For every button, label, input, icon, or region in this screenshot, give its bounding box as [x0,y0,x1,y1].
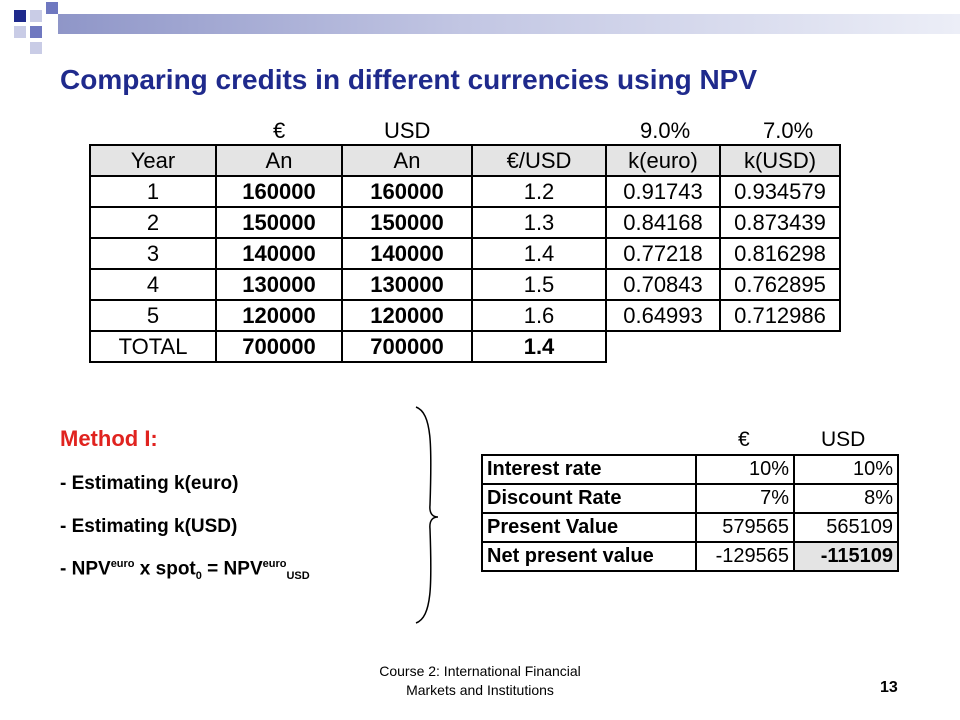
subscript: 0 [195,570,202,583]
table-cell: 4 [89,268,217,301]
table-cell: 1 [89,175,217,208]
table-cell: 8% [793,483,899,514]
table-cell: 2 [89,206,217,239]
empty-cell [606,331,720,362]
page-title: Comparing credits in different currencie… [60,64,758,95]
table-cell: 160000 [341,175,473,208]
table-cell: 1.2 [471,175,607,208]
method-step-1: - Estimating k(euro) [60,473,239,494]
table-cell: 140000 [341,237,473,270]
decor-square [30,42,42,54]
table-header-row: Year An An €/USD k(euro) k(USD) [89,144,841,177]
table-cell: 0.91743 [605,175,721,208]
table-cell: 5 [89,299,217,332]
table-cell: 0.873439 [719,206,841,239]
table-cell: 700000 [341,330,473,363]
table-cell: 1.5 [471,268,607,301]
row-label: Net present value [481,541,697,572]
superscript: euro [262,558,287,570]
table-cell: 130000 [341,268,473,301]
table-cell: 1.4 [471,330,607,363]
table-cell: 0.64993 [605,299,721,332]
decor-square [30,10,42,22]
table-cell: 1.6 [471,299,607,332]
table-cell: 3 [89,237,217,270]
decor-square [14,10,26,22]
table-cell: TOTAL [89,330,217,363]
table-cell: 10% [793,454,899,485]
table-cell: 10% [695,454,795,485]
table-cell: 0.70843 [605,268,721,301]
decor-square [46,2,58,14]
table-cell: 160000 [215,175,343,208]
table-row: 2 150000 150000 1.3 0.84168 0.873439 [89,206,841,239]
table-cell: -129565 [695,541,795,572]
table-cell: 150000 [341,206,473,239]
currency-label-euro: € [273,118,286,143]
table-cell: 1.4 [471,237,607,270]
rate-label-euro: 9.0% [640,118,691,143]
equals-text: = NPV [201,558,263,580]
row-label: Discount Rate [481,483,697,514]
npv-table: Interest rate 10% 10% Discount Rate 7% 8… [481,454,899,572]
column-header: An [341,144,473,177]
table-cell: 579565 [695,512,795,543]
column-header: An [215,144,343,177]
subscript: USD [286,570,310,583]
table-cell: 130000 [215,268,343,301]
table-row: Discount Rate 7% 8% [481,483,899,514]
decor-square [30,26,42,38]
table-row: 4 130000 130000 1.5 0.70843 0.762895 [89,268,841,301]
rate-label-usd: 7.0% [763,118,814,143]
method-step-3: - NPVeuro x spot0 = NPVeuroUSD [60,558,310,582]
table-cell: 565109 [793,512,899,543]
table-cell: 0.84168 [605,206,721,239]
table-row: 1 160000 160000 1.2 0.91743 0.934579 [89,175,841,208]
header-bar [58,14,960,34]
table-row: 3 140000 140000 1.4 0.77218 0.816298 [89,237,841,270]
decor-square [14,26,26,38]
table-cell: 0.934579 [719,175,841,208]
npv-text: - NPV [60,558,111,580]
column-header: k(USD) [719,144,841,177]
curly-brace-icon [415,406,439,624]
cashflow-table: Year An An €/USD k(euro) k(USD) 1 160000… [89,144,841,363]
table-row: Net present value -129565 -115109 [481,541,899,572]
page-number: 13 [880,679,898,696]
highlighted-cell: -115109 [793,541,899,572]
column-header: Year [89,144,217,177]
table-cell: 700000 [215,330,343,363]
footer-line: Course 2: International Financial [379,663,581,679]
table-cell: 1.3 [471,206,607,239]
table-cell: 150000 [215,206,343,239]
table-cell: 140000 [215,237,343,270]
row-label: Present Value [481,512,697,543]
row-label: Interest rate [481,454,697,485]
table-row: Interest rate 10% 10% [481,454,899,485]
table-row: Present Value 579565 565109 [481,512,899,543]
table-cell: 0.712986 [719,299,841,332]
method-title: Method I: [60,426,158,451]
superscript: euro [110,558,135,570]
table-cell: 0.816298 [719,237,841,270]
table-cell: 0.77218 [605,237,721,270]
table-cell: 120000 [341,299,473,332]
empty-cell [720,331,840,362]
footer-course: Course 2: International Financial Market… [330,662,630,700]
table-row: 5 120000 120000 1.6 0.64993 0.712986 [89,299,841,332]
table-cell: 120000 [215,299,343,332]
currency-label-euro: € [738,428,750,451]
currency-label-usd: USD [384,118,431,143]
column-header: €/USD [471,144,607,177]
total-row: TOTAL 700000 700000 1.4 [89,330,840,363]
method-step-2: - Estimating k(USD) [60,516,238,537]
table-cell: 0.762895 [719,268,841,301]
footer-line: Markets and Institutions [406,682,554,698]
currency-label-usd: USD [821,428,866,451]
column-header: k(euro) [605,144,721,177]
table-cell: 7% [695,483,795,514]
spot-text: x spot [134,558,196,580]
